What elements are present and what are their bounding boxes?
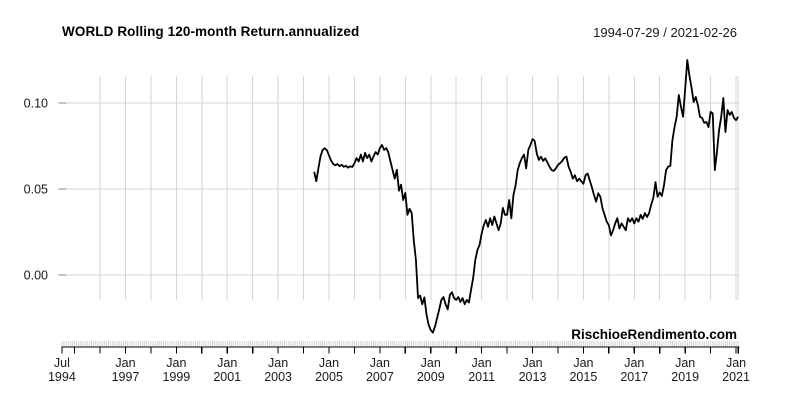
x-axis-tick-label: Jan bbox=[472, 356, 492, 370]
x-axis-tick-label: 1999 bbox=[162, 370, 190, 384]
x-axis-tick-label: 1994 bbox=[48, 370, 76, 384]
x-axis-tick-label: Jan bbox=[522, 356, 542, 370]
y-axis-tick-label: 0.05 bbox=[24, 183, 48, 197]
x-axis-tick-label: Jan bbox=[675, 356, 695, 370]
y-axis-tick-label: 0.00 bbox=[24, 269, 48, 283]
x-axis-tick-label: 2005 bbox=[315, 370, 343, 384]
x-axis-tick-label: Jan bbox=[573, 356, 593, 370]
series-line bbox=[313, 59, 739, 334]
x-axis-tick-label: 2015 bbox=[569, 370, 597, 384]
x-axis-tick-label: Jan bbox=[115, 356, 135, 370]
x-axis-tick-label: Jul bbox=[54, 356, 70, 370]
x-axis-tick-label: Jan bbox=[726, 356, 746, 370]
x-axis-tick-label: Jan bbox=[166, 356, 186, 370]
chart-title: WORLD Rolling 120-month Return.annualize… bbox=[62, 24, 360, 39]
x-axis-tick-label: 2001 bbox=[213, 370, 241, 384]
x-axis-tick-label: Jan bbox=[370, 356, 390, 370]
y-axis-tick-label: 0.10 bbox=[24, 97, 48, 111]
x-axis-tick-label: Jan bbox=[624, 356, 644, 370]
x-axis-tick-label: 2017 bbox=[620, 370, 648, 384]
x-axis-tick-label: 2013 bbox=[519, 370, 547, 384]
x-axis-tick-label: 2021 bbox=[722, 370, 750, 384]
x-axis-tick-label: Jan bbox=[217, 356, 237, 370]
x-axis-tick-label: 2011 bbox=[468, 370, 495, 384]
x-axis-tick-label: Jan bbox=[319, 356, 339, 370]
x-axis-tick-label: 1997 bbox=[112, 370, 140, 384]
x-axis-tick-label: 2007 bbox=[366, 370, 394, 384]
watermark-text: RischioeRendimento.com bbox=[571, 327, 737, 342]
x-axis-tick-label: 2003 bbox=[264, 370, 292, 384]
x-axis-tick-label: Jan bbox=[421, 356, 441, 370]
date-range-label: 1994-07-29 / 2021-02-26 bbox=[593, 25, 737, 40]
x-axis-tick-label: 2009 bbox=[417, 370, 445, 384]
x-axis-tick-label: 2019 bbox=[671, 370, 699, 384]
x-axis-tick-label: Jan bbox=[268, 356, 288, 370]
